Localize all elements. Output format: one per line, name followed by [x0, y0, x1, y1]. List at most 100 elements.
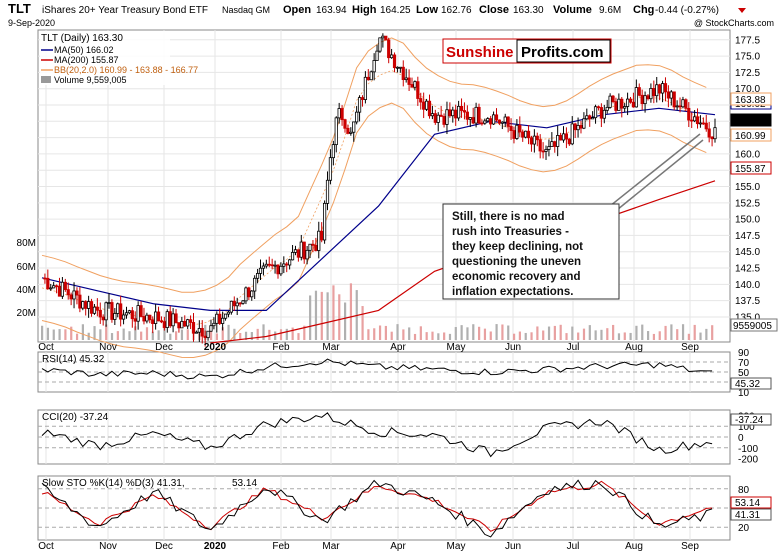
candle-body — [54, 285, 59, 288]
x-month-label: Oct — [38, 541, 54, 552]
candle-body — [634, 87, 638, 108]
candle-body — [200, 328, 204, 337]
candle-body — [113, 313, 117, 320]
candle-body — [465, 111, 469, 120]
candle-body — [69, 294, 73, 300]
rsi-tag-label: 45.32 — [735, 379, 760, 390]
cci-tick-label: 0 — [738, 433, 744, 444]
price-tick-label: 172.5 — [735, 68, 760, 79]
candle-body — [273, 264, 277, 267]
candle-body — [713, 127, 717, 140]
security-name: iShares 20+ Year Treasury Bond ETF — [42, 5, 208, 16]
cci-tick-label: -200 — [738, 455, 758, 466]
price-tick-label: 147.5 — [735, 231, 760, 242]
volume-bar — [495, 324, 498, 340]
price-candles — [43, 33, 717, 347]
candle-body — [334, 117, 338, 146]
volume-label: Volume — [553, 4, 592, 16]
candle-body — [524, 130, 528, 138]
candle-body — [451, 109, 455, 117]
volume-bar — [180, 329, 184, 340]
candle-body — [384, 35, 388, 41]
volume-bar — [437, 333, 440, 340]
legend-bb: BB(20,2.0) 160.99 - 163.88 - 166.77 — [54, 65, 198, 75]
candle-body — [78, 294, 82, 309]
candle-body — [107, 302, 111, 304]
candle-body — [89, 301, 94, 314]
volume-bar — [606, 328, 609, 340]
volume-bar — [70, 326, 73, 340]
volume-bar — [58, 329, 61, 340]
candle-body — [477, 106, 481, 124]
volume-bar — [157, 330, 160, 340]
candle-body — [209, 325, 213, 332]
candle-body — [218, 313, 222, 324]
candle-body — [593, 106, 598, 119]
volume-bar — [408, 327, 411, 340]
candle-body — [101, 316, 105, 321]
candle-body — [398, 66, 402, 69]
brand-part1: Sunshine — [446, 44, 514, 61]
volume-bar — [110, 333, 114, 340]
candle-body — [253, 277, 257, 292]
candle-body — [183, 320, 187, 327]
volume-bar — [297, 333, 300, 340]
volume-bar — [274, 331, 277, 340]
candle-body — [457, 105, 461, 119]
volume-bar — [641, 324, 644, 340]
exchange: Nasdaq GM — [222, 5, 270, 15]
candle-body — [573, 123, 577, 131]
candle-body — [154, 311, 158, 324]
x-month-label: 2020 — [204, 342, 227, 353]
candle-body — [710, 136, 714, 140]
annotation-text: Still, there is no mad rush into Treasuri… — [452, 211, 583, 298]
candle-body — [261, 265, 266, 269]
candle-body — [72, 290, 76, 300]
volume-bar — [629, 332, 632, 340]
candle-body — [468, 117, 472, 120]
cci-label: CCI(20) -37.24 — [42, 412, 109, 423]
volume-bar — [617, 333, 621, 340]
candle-body — [282, 263, 286, 267]
volume-bar — [81, 324, 84, 340]
volume-bar — [711, 325, 714, 340]
volume-bar — [588, 325, 591, 340]
candle-body — [544, 149, 548, 152]
candle-body — [436, 114, 440, 123]
candle-body — [707, 128, 711, 138]
candle-body — [701, 122, 705, 125]
candle-body — [148, 314, 152, 321]
candle-body — [116, 303, 120, 314]
candle-body — [698, 122, 703, 125]
volume-bar — [582, 328, 586, 340]
volume-tag — [730, 318, 778, 332]
candle-body — [640, 94, 644, 105]
candle-body — [532, 135, 536, 145]
candle-body — [439, 114, 443, 117]
volume-bar — [250, 332, 253, 340]
volume-bar — [501, 324, 504, 340]
rsi-tick-label: 90 — [738, 348, 750, 359]
candle-body — [506, 116, 510, 127]
x-month-label: May — [447, 541, 466, 552]
sto-label: Slow STO %K(14) %D(3) 41.31, — [42, 478, 185, 489]
volume-bar — [186, 329, 189, 340]
candle-body — [623, 106, 627, 109]
volume-bar — [361, 306, 364, 340]
x-month-label: Mar — [322, 342, 340, 353]
candle-body — [229, 300, 233, 313]
candle-body — [599, 107, 603, 119]
volume-bar — [448, 333, 452, 340]
axes: 177.5175.0172.5170.0167.5165.0162.5160.0… — [17, 35, 778, 552]
candle-body — [360, 97, 365, 100]
volume-bar — [530, 332, 533, 340]
x-month-label: Sep — [681, 342, 699, 353]
price-tick-label: 155.0 — [735, 182, 760, 193]
cci-tick-label: -100 — [738, 444, 758, 455]
candle-body — [133, 318, 137, 322]
price-tick-label: 177.5 — [735, 35, 760, 46]
price-tag — [730, 161, 772, 175]
candle-body — [235, 302, 239, 307]
candle-body — [704, 122, 708, 130]
volume-bar — [512, 333, 516, 340]
